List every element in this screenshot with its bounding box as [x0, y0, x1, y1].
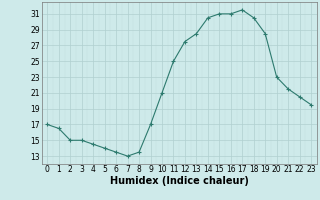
X-axis label: Humidex (Indice chaleur): Humidex (Indice chaleur)	[110, 176, 249, 186]
